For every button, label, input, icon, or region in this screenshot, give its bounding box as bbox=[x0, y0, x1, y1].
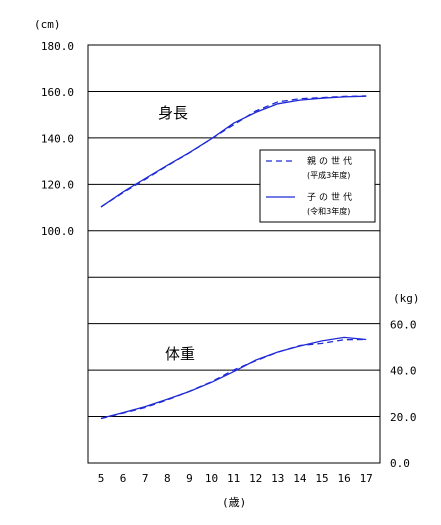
weight-tick-label: 0.0 bbox=[390, 457, 410, 470]
weight-section-label: 体重 bbox=[165, 345, 195, 363]
x-tick-label: 7 bbox=[142, 472, 149, 485]
x-tick-label: 13 bbox=[271, 472, 284, 485]
x-tick-label: 5 bbox=[98, 472, 105, 485]
height-tick-label: 100.0 bbox=[41, 225, 74, 238]
height-section-label: 身長 bbox=[158, 104, 188, 122]
legend: 親の世代 (平成3年度) 子の世代 (令和3年度) bbox=[259, 149, 376, 223]
legend-sub-child: (令和3年度) bbox=[307, 206, 350, 216]
weight-axis-ticks: 0.0 20.0 40.0 60.0 bbox=[390, 318, 417, 470]
weight-series-child-line bbox=[100, 336, 367, 420]
weight-tick-label: 20.0 bbox=[390, 411, 417, 424]
x-axis-ticks: 5 6 7 8 9 10 11 12 13 14 15 16 17 bbox=[98, 472, 373, 485]
height-unit-label: (cm) bbox=[34, 18, 61, 31]
legend-label-parent: 親の世代 bbox=[307, 155, 355, 167]
x-tick-label: 12 bbox=[249, 472, 262, 485]
x-tick-label: 17 bbox=[360, 472, 373, 485]
x-tick-label: 6 bbox=[120, 472, 127, 485]
x-tick-label: 15 bbox=[315, 472, 328, 485]
height-tick-label: 140.0 bbox=[41, 132, 74, 145]
weight-unit-label: (kg) bbox=[393, 292, 420, 305]
x-axis-label: (歳) bbox=[222, 496, 246, 509]
x-tick-label: 14 bbox=[293, 472, 307, 485]
weight-tick-label: 40.0 bbox=[390, 365, 417, 378]
legend-box bbox=[259, 149, 376, 223]
x-tick-label: 8 bbox=[164, 472, 171, 485]
weight-series-parent-line bbox=[100, 338, 367, 420]
legend-sub-parent: (平成3年度) bbox=[307, 170, 350, 180]
x-tick-label: 9 bbox=[186, 472, 193, 485]
height-axis-ticks: 100.0 120.0 140.0 160.0 180.0 bbox=[41, 40, 74, 238]
weight-tick-label: 60.0 bbox=[390, 318, 417, 331]
height-tick-label: 160.0 bbox=[41, 86, 74, 99]
series-lines bbox=[100, 95, 367, 420]
x-tick-label: 11 bbox=[227, 472, 240, 485]
height-tick-label: 120.0 bbox=[41, 179, 74, 192]
plot-area bbox=[87, 44, 381, 464]
height-tick-label: 180.0 bbox=[41, 40, 74, 53]
legend-label-child: 子の世代 bbox=[307, 191, 355, 203]
x-tick-label: 16 bbox=[337, 472, 350, 485]
x-tick-label: 10 bbox=[205, 472, 218, 485]
height-series-child-line bbox=[100, 95, 367, 208]
